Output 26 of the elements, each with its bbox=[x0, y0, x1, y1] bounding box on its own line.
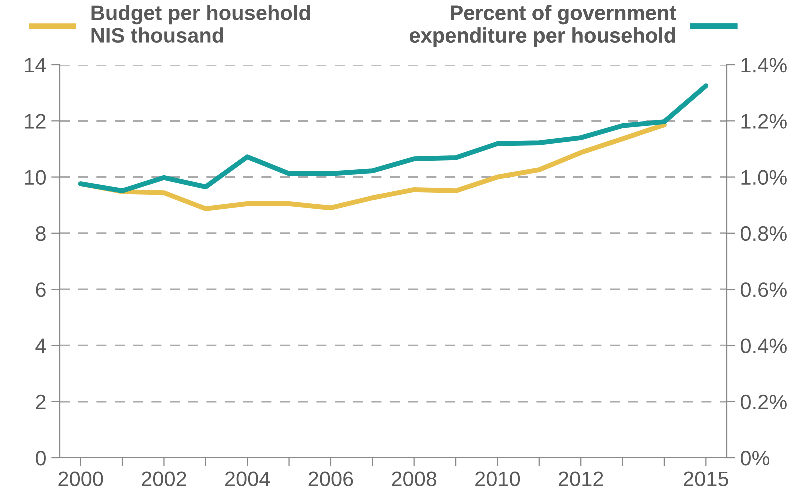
x-tick-label: 2012 bbox=[558, 472, 604, 486]
x-tick-label: 2000 bbox=[58, 472, 104, 486]
y-tick-label: 2 bbox=[36, 394, 46, 410]
legend-label: Budget per household NIS thousand bbox=[92, 5, 310, 43]
y2-tick-label: 0.8% bbox=[741, 226, 787, 242]
y-tick-label: 6 bbox=[36, 282, 46, 298]
y-tick-label: 14 bbox=[25, 58, 46, 73]
x-tick-label: 2006 bbox=[308, 472, 354, 486]
y-tick-label: 10 bbox=[25, 170, 46, 186]
y-tick-label: 0 bbox=[36, 451, 46, 466]
y2-tick-label: 0.2% bbox=[741, 394, 787, 410]
y2-tick-label: 1.4% bbox=[742, 58, 787, 73]
y-tick-label: 4 bbox=[36, 338, 46, 354]
y2-tick-label: 1.0% bbox=[742, 170, 787, 186]
y2-tick-label: 0% bbox=[741, 451, 770, 466]
y2-tick-label: 0.6% bbox=[741, 282, 787, 298]
y-tick-label: 8 bbox=[36, 226, 46, 242]
x-tick-label: 2015 bbox=[684, 472, 728, 486]
x-tick-label: 2002 bbox=[142, 472, 186, 486]
y2-tick-label: 0.4% bbox=[741, 338, 787, 354]
y2-tick-label: 1.2% bbox=[742, 114, 787, 129]
x-tick-label: 2004 bbox=[225, 472, 270, 486]
x-tick-label: 2008 bbox=[392, 472, 437, 486]
text: Percent of government expenditure per household bbox=[410, 5, 676, 48]
x-tick-label: 2010 bbox=[476, 472, 520, 486]
y-tick-label: 12 bbox=[25, 114, 46, 129]
